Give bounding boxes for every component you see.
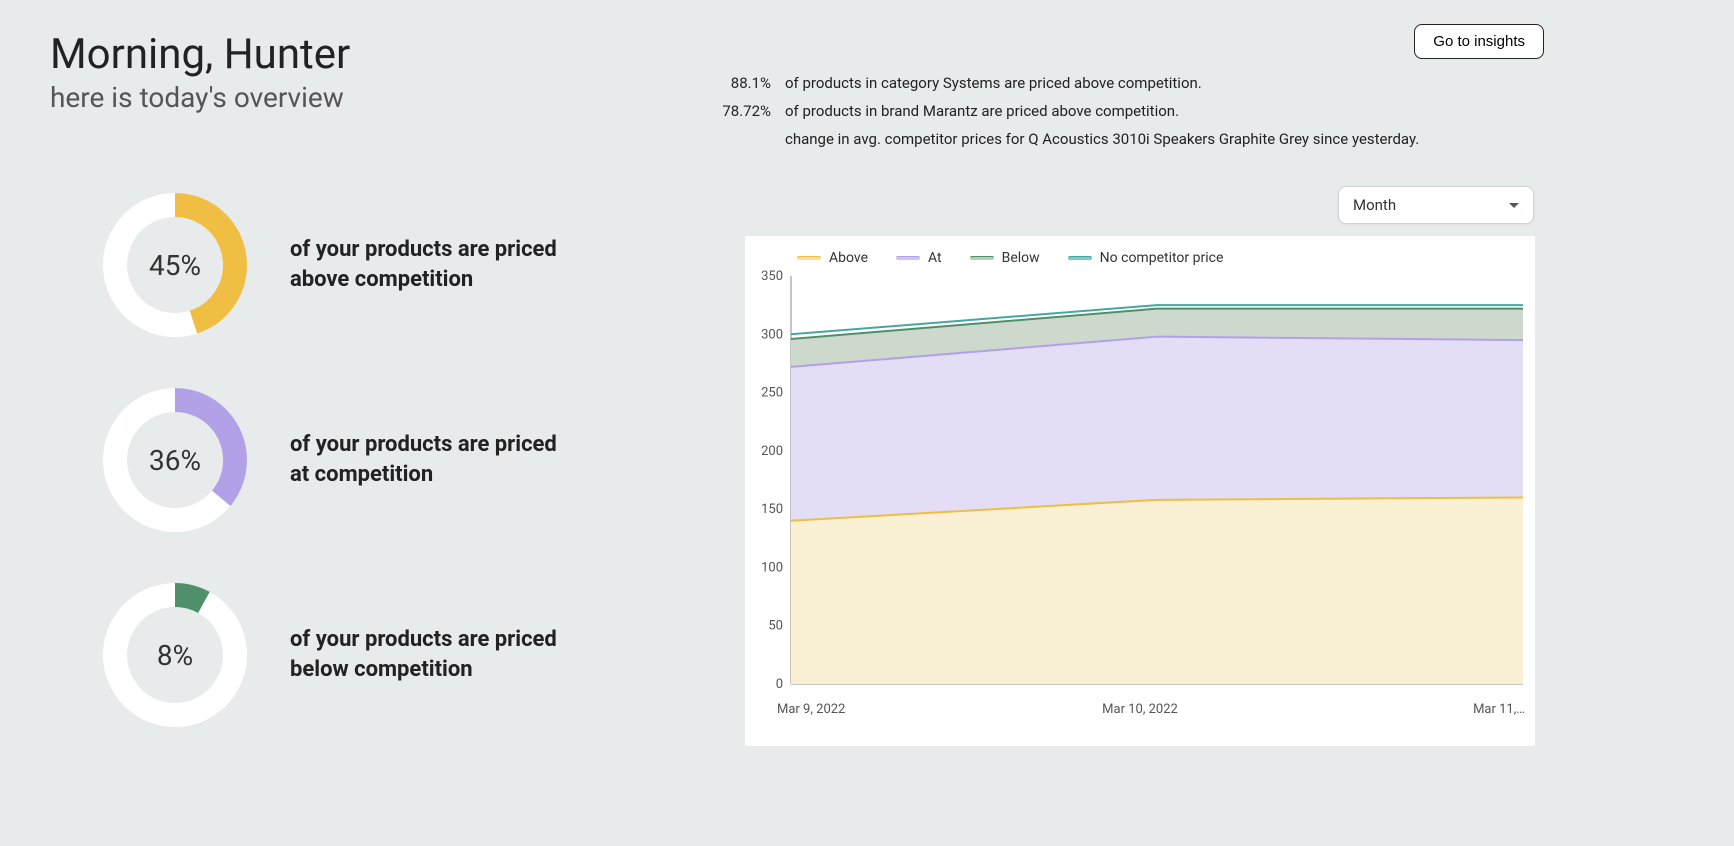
- legend-swatch: [797, 256, 821, 260]
- insight-percent: [715, 130, 771, 148]
- legend-item-below[interactable]: Below: [970, 250, 1040, 266]
- donut-caption: of your products are priced above compet…: [290, 235, 570, 294]
- insight-text: of products in brand Marantz are priced …: [785, 102, 1545, 120]
- donut-row-at: 36% of your products are priced at compe…: [100, 385, 660, 535]
- legend-label: No competitor price: [1100, 250, 1224, 266]
- x-label: Mar 9, 2022: [777, 702, 845, 717]
- insight-row: 78.72% of products in brand Marantz are …: [715, 102, 1545, 120]
- legend-item-above[interactable]: Above: [797, 250, 868, 266]
- insight-text: of products in category Systems are pric…: [785, 74, 1545, 92]
- go-to-insights-button[interactable]: Go to insights: [1414, 24, 1544, 59]
- donut-caption: of your products are priced below compet…: [290, 625, 570, 684]
- svg-text:50: 50: [768, 619, 783, 634]
- x-label: Mar 10, 2022: [1102, 702, 1178, 717]
- chart-legend: Above At Below No competitor price: [755, 250, 1525, 266]
- x-label: Mar 11,…: [1473, 702, 1525, 717]
- svg-text:350: 350: [761, 270, 783, 284]
- donut-value: 8%: [100, 580, 250, 730]
- donut-chart-above: 45%: [100, 190, 250, 340]
- legend-label: At: [928, 250, 942, 266]
- donut-value: 36%: [100, 385, 250, 535]
- legend-swatch: [970, 256, 994, 260]
- chart-x-labels: Mar 9, 2022 Mar 10, 2022 Mar 11,…: [755, 702, 1525, 722]
- legend-swatch: [1068, 256, 1092, 260]
- donut-list: 45% of your products are priced above co…: [100, 190, 660, 775]
- period-select-value: Month: [1353, 196, 1396, 214]
- chart-card: Above At Below No competitor price 0 50 10…: [745, 236, 1535, 746]
- donut-row-below: 8% of your products are priced below com…: [100, 580, 660, 730]
- svg-text:300: 300: [761, 327, 783, 342]
- insight-row: change in avg. competitor prices for Q A…: [715, 130, 1545, 148]
- svg-text:250: 250: [761, 386, 783, 401]
- legend-item-nocomp[interactable]: No competitor price: [1068, 250, 1224, 266]
- insights-list: 88.1% of products in category Systems ar…: [715, 74, 1545, 158]
- insight-text: change in avg. competitor prices for Q A…: [785, 130, 1545, 148]
- svg-text:0: 0: [776, 677, 783, 692]
- svg-text:200: 200: [761, 444, 783, 459]
- donut-chart-at: 36%: [100, 385, 250, 535]
- legend-swatch: [896, 256, 920, 260]
- chart-plot: 0 50 100 150 200 250 300 350: [755, 270, 1525, 700]
- go-to-insights-label: Go to insights: [1433, 33, 1525, 50]
- chevron-down-icon: [1509, 203, 1519, 208]
- legend-label: Below: [1002, 250, 1040, 266]
- svg-text:150: 150: [761, 502, 783, 517]
- period-select[interactable]: Month: [1338, 186, 1534, 224]
- legend-item-at[interactable]: At: [896, 250, 942, 266]
- donut-row-above: 45% of your products are priced above co…: [100, 190, 660, 340]
- svg-text:100: 100: [761, 560, 783, 575]
- insight-row: 88.1% of products in category Systems ar…: [715, 74, 1545, 92]
- donut-chart-below: 8%: [100, 580, 250, 730]
- insight-percent: 88.1%: [715, 74, 771, 92]
- donut-caption: of your products are priced at competiti…: [290, 430, 570, 489]
- legend-label: Above: [829, 250, 868, 266]
- donut-value: 45%: [100, 190, 250, 340]
- insight-percent: 78.72%: [715, 102, 771, 120]
